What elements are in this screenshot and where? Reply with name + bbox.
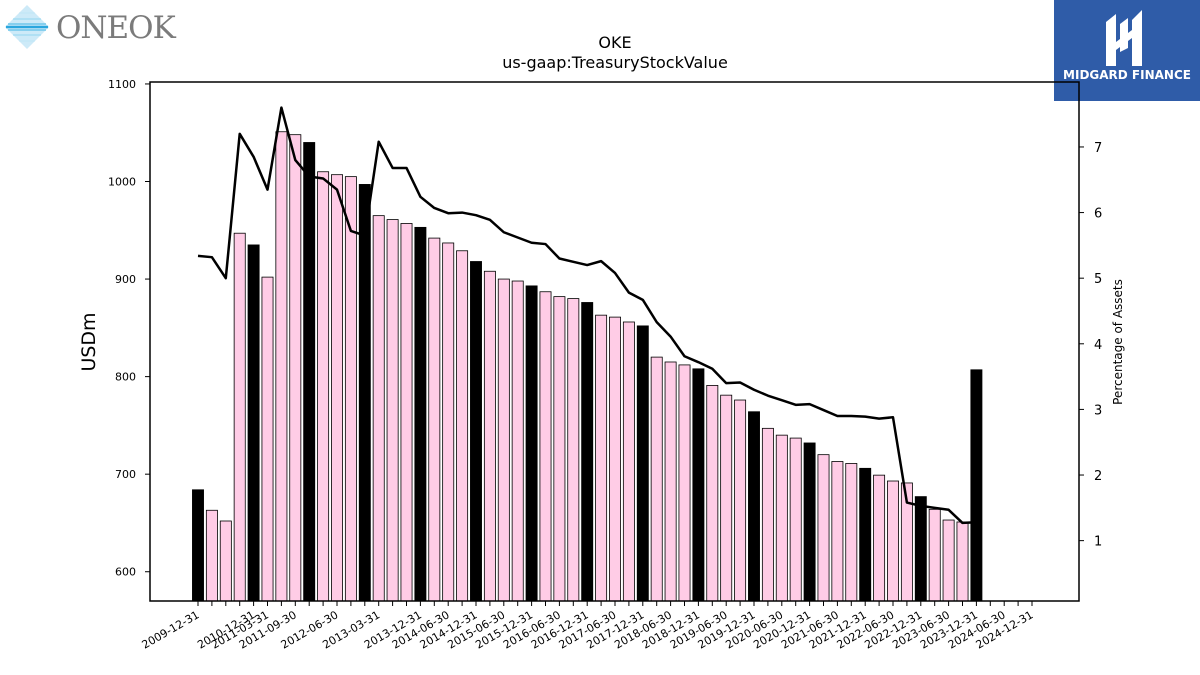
bar	[831, 461, 844, 602]
bar	[817, 454, 830, 602]
y2-tick-label: 1	[1094, 535, 1102, 550]
bar	[261, 276, 274, 602]
bar	[581, 302, 594, 602]
bar	[219, 520, 232, 602]
bar	[636, 325, 649, 602]
bar	[859, 467, 872, 602]
bar	[428, 237, 441, 602]
midgard-finance-wordmark: MIDGARD FINANCE	[1063, 68, 1191, 82]
bar	[887, 480, 899, 602]
bar	[275, 131, 288, 602]
y-axis-label: USDm	[78, 312, 100, 371]
bar	[553, 296, 566, 602]
y-tick-label: 1100	[108, 78, 136, 91]
bar	[400, 223, 413, 602]
y2-tick-label: 3	[1094, 403, 1102, 418]
y2-tick-label: 6	[1094, 207, 1102, 222]
bar	[289, 134, 302, 602]
bar	[664, 361, 677, 602]
bar	[192, 489, 204, 602]
bar	[511, 280, 524, 602]
oneok-wordmark: ONEOK	[56, 10, 176, 46]
bar	[358, 184, 371, 602]
bar	[442, 242, 455, 602]
percentage-line-series	[197, 106, 977, 525]
percentage-line	[197, 106, 977, 525]
bar	[678, 364, 691, 602]
y2-tick-label: 5	[1094, 272, 1102, 287]
bar	[470, 261, 482, 602]
bar	[303, 142, 316, 602]
y-tick-label: 800	[115, 371, 136, 384]
bar	[497, 278, 510, 602]
chart-subtitle: us-gaap:TreasuryStockValue	[502, 53, 728, 72]
bar	[720, 394, 733, 602]
bar	[525, 285, 538, 602]
y-tick-label: 700	[115, 468, 136, 481]
x-tick-label: 2009-12-31	[140, 608, 202, 651]
bar	[748, 411, 760, 602]
bar	[873, 474, 886, 602]
bar	[247, 244, 260, 602]
bar	[205, 509, 218, 602]
y-tick-label: 1000	[108, 176, 136, 189]
bar	[539, 291, 552, 602]
bar	[414, 226, 427, 602]
y2-tick-label: 7	[1094, 141, 1102, 156]
bar	[622, 321, 635, 602]
bar	[317, 171, 330, 602]
bar	[567, 298, 580, 602]
x-axis: 2009-12-312010-12-312011-03-312011-09-30…	[140, 601, 1036, 652]
y-tick-label: 600	[115, 566, 136, 579]
bar	[456, 250, 469, 602]
oneok-logo: ONEOK	[4, 4, 176, 50]
bar	[803, 442, 816, 602]
bar	[706, 384, 719, 602]
y-axis-left: 600 700 800 900 1000 1100	[108, 78, 150, 579]
y-tick-label: 900	[115, 273, 136, 286]
bar	[595, 314, 608, 602]
bar	[734, 399, 747, 602]
y2-tick-label: 2	[1094, 469, 1102, 484]
bar	[483, 270, 496, 602]
bar	[233, 232, 246, 602]
bar	[970, 369, 983, 602]
chart-title: OKE	[598, 33, 631, 52]
bar	[928, 508, 941, 602]
bar	[761, 427, 774, 602]
bar	[942, 519, 955, 602]
bar	[372, 215, 385, 602]
bar	[344, 176, 357, 602]
bar	[845, 463, 858, 602]
bar	[331, 174, 343, 602]
bar	[914, 496, 927, 602]
bar	[789, 437, 802, 602]
oneok-diamond-icon	[5, 5, 49, 49]
bar	[609, 316, 621, 602]
bar-series	[192, 131, 983, 602]
bar	[775, 434, 788, 602]
bar	[956, 521, 969, 602]
bar	[386, 219, 399, 602]
bar	[650, 356, 663, 602]
y2-axis-label: Percentage of Assets	[1111, 279, 1125, 405]
y-axis-right: 1 2 3 4 5 6 7	[1079, 141, 1102, 550]
midgard-mark-icon	[1106, 10, 1142, 66]
bar	[692, 368, 705, 602]
y2-tick-label: 4	[1094, 338, 1102, 353]
